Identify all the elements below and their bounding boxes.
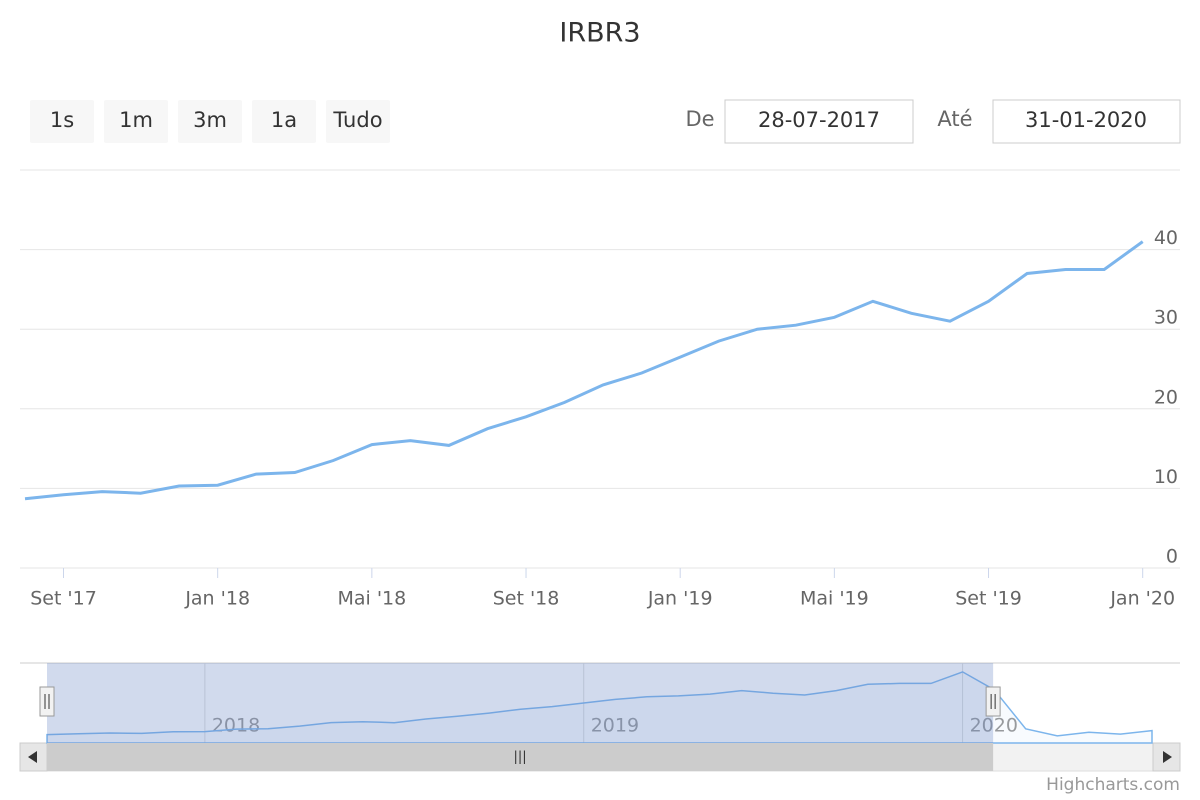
arrow-right [1163,751,1172,763]
x-tick-label: 2020 [970,715,1018,737]
y-tick-label: 20 [1154,386,1178,408]
credits[interactable]: Highcharts.com [1046,775,1180,795]
navigator-handle[interactable] [985,686,1001,717]
range-button[interactable] [30,100,94,143]
chart-title: IRBR3 [559,18,640,49]
range-button-label: 1a [271,108,297,132]
to-label: Até [937,107,972,131]
range-button-label: Tudo [332,108,382,132]
from-label: De [685,107,714,131]
range-button[interactable] [104,100,168,143]
x-tick-label: Mai '19 [800,588,869,610]
range-button[interactable] [252,100,316,143]
x-tick-label: Set '17 [30,588,97,610]
arrow-left [28,751,37,763]
y-tick-label: 10 [1154,466,1178,488]
range-button-label: 1s [50,108,74,132]
to-input[interactable] [992,99,1181,144]
scrollbar-thumb[interactable] [47,743,994,771]
x-tick-label: 2019 [591,715,639,737]
y-tick-label: 0 [1166,546,1178,568]
to-value: 31-01-2020 [1025,108,1147,132]
x-tick-label: Jan '20 [1109,588,1175,610]
range-button[interactable] [326,100,390,143]
x-tick-label: Set '18 [493,588,560,610]
scrollbar-grip: ||| [513,750,526,765]
navigator-mask [47,663,994,743]
y-tick-label: 40 [1154,227,1178,249]
range-button-label: 3m [193,108,227,132]
navigator-handle[interactable] [39,686,55,717]
x-tick-label: Jan '18 [184,588,250,610]
price-line [24,240,1144,501]
navigator-series [46,671,1153,744]
x-tick-label: Jan '19 [647,588,713,610]
x-tick-label: Mai '18 [337,588,406,610]
range-button[interactable] [178,100,242,143]
range-button-label: 1m [119,108,153,132]
y-tick-label: 30 [1154,307,1178,329]
from-value: 28-07-2017 [758,108,880,132]
x-tick-label: 2018 [212,715,260,737]
x-tick-label: Set '19 [955,588,1022,610]
from-input[interactable] [724,99,914,144]
